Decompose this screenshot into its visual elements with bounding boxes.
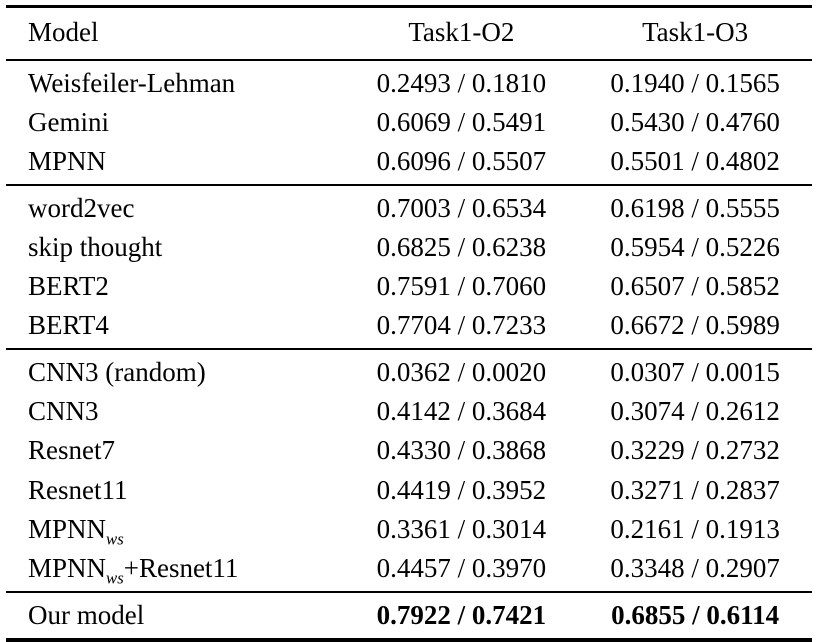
task1-o2-cell: 0.7922 / 0.7421 — [376, 599, 547, 630]
task1-o3-cell: 0.3271 / 0.2837 — [610, 474, 780, 505]
model-cell: BERT4 — [28, 310, 109, 341]
table-row: CNN3 0.4142 / 0.3684 0.3074 / 0.2612 — [6, 392, 812, 431]
task1-o2-cell: 0.4457 / 0.3970 — [376, 552, 547, 583]
table-row: BERT2 0.7591 / 0.7060 0.6507 / 0.5852 — [6, 267, 812, 306]
table-row: Our model 0.7922 / 0.7421 0.6855 / 0.6114 — [6, 592, 812, 640]
table-group-0: Weisfeiler-Lehman 0.2493 / 0.1810 0.1940 /… — [6, 60, 812, 185]
task1-o3-cell: 0.0307 / 0.0015 — [610, 357, 780, 388]
task1-o3-cell: 0.6855 / 0.6114 — [611, 599, 780, 630]
task1-o3-cell: 0.3229 / 0.2732 — [610, 435, 780, 466]
model-cell: Weisfeiler-Lehman — [28, 68, 236, 99]
model-cell: CNN3 (random) — [28, 357, 206, 388]
header-row: Model Task1-O2 Task1-O3 — [6, 6, 812, 62]
table-row: word2vec 0.7003 / 0.6534 0.6198 / 0.5555 — [6, 185, 812, 228]
table-row: Resnet7 0.4330 / 0.3868 0.3229 / 0.2732 — [6, 431, 812, 470]
task1-o2-cell: 0.4419 / 0.3952 — [376, 474, 547, 505]
table-row: MPNN 0.6096 / 0.5507 0.5501 / 0.4802 — [6, 142, 812, 185]
task1-o3-cell: 0.5954 / 0.5226 — [610, 232, 780, 263]
task1-o2-cell: 0.0362 / 0.0020 — [376, 357, 547, 388]
task1-o2-cell: 0.2493 / 0.1810 — [376, 68, 547, 99]
table-row: MPNNws 0.3361 / 0.3014 0.2161 / 0.1913 — [6, 510, 812, 549]
table-row: skip thought 0.6825 / 0.6238 0.5954 / 0.52… — [6, 228, 812, 267]
model-cell: MPNNws — [28, 513, 124, 548]
table-row: Resnet11 0.4419 / 0.3952 0.3271 / 0.2837 — [6, 471, 812, 510]
task1-o2-cell: 0.6825 / 0.6238 — [376, 232, 547, 263]
header-task1-o3: Task1-O3 — [578, 6, 812, 62]
table-row: MPNNws+Resnet11 0.4457 / 0.3970 0.3348 / 0… — [6, 549, 812, 592]
results-table: Model Task1-O2 Task1-O3 Weisfeiler-Lehma… — [6, 5, 812, 642]
model-cell: skip thought — [28, 232, 163, 263]
table-group-3: Our model 0.7922 / 0.7421 0.6855 / 0.6114 — [6, 591, 812, 640]
task1-o3-cell: 0.5430 / 0.4760 — [610, 107, 780, 138]
table-row: Gemini 0.6069 / 0.5491 0.5430 / 0.4760 — [6, 103, 812, 142]
table-row: BERT4 0.7704 / 0.7233 0.6672 / 0.5989 — [6, 306, 812, 349]
task1-o3-cell: 0.1940 / 0.1565 — [610, 68, 780, 99]
task1-o2-cell: 0.7591 / 0.7060 — [376, 271, 547, 302]
task1-o3-cell: 0.5501 / 0.4802 — [610, 146, 780, 177]
task1-o3-cell: 0.2161 / 0.1913 — [610, 513, 780, 544]
model-subscript: ws — [106, 528, 124, 548]
table-group-2: CNN3 (random) 0.0362 / 0.0020 0.0307 / 0.0… — [6, 349, 812, 591]
model-subscript: ws — [106, 568, 124, 587]
model-cell: BERT2 — [28, 271, 109, 302]
model-cell: Resnet7 — [28, 435, 115, 466]
task1-o3-cell: 0.6672 / 0.5989 — [610, 310, 780, 341]
model-cell: CNN3 — [28, 396, 99, 427]
task1-o3-cell: 0.3348 / 0.2907 — [610, 552, 780, 583]
task1-o3-cell: 0.6198 / 0.5555 — [610, 193, 780, 224]
model-cell: word2vec — [28, 193, 135, 224]
task1-o2-cell: 0.4142 / 0.3684 — [376, 396, 547, 427]
task1-o2-cell: 0.6096 / 0.5507 — [376, 146, 547, 177]
task1-o3-cell: 0.3074 / 0.2612 — [610, 396, 780, 427]
task1-o2-cell: 0.7003 / 0.6534 — [376, 193, 547, 224]
table-row: Weisfeiler-Lehman 0.2493 / 0.1810 0.1940 /… — [6, 60, 812, 103]
model-cell: Gemini — [28, 107, 109, 138]
task1-o2-cell: 0.4330 / 0.3868 — [376, 435, 547, 466]
model-cell: MPNN — [28, 146, 107, 177]
task1-o3-cell: 0.6507 / 0.5852 — [610, 271, 780, 302]
table-header: Model Task1-O2 Task1-O3 — [6, 6, 812, 62]
model-cell: Resnet11 — [28, 474, 128, 505]
task1-o2-cell: 0.6069 / 0.5491 — [376, 107, 547, 138]
table-row: CNN3 (random) 0.0362 / 0.0020 0.0307 / 0.0… — [6, 349, 812, 392]
task1-o2-cell: 0.3361 / 0.3014 — [376, 513, 547, 544]
header-model: Model — [6, 6, 345, 62]
model-cell: Our model — [28, 599, 145, 630]
model-cell: MPNNws+Resnet11 — [28, 552, 239, 587]
table-group-1: word2vec 0.7003 / 0.6534 0.6198 / 0.5555 sk… — [6, 185, 812, 349]
task1-o2-cell: 0.7704 / 0.7233 — [376, 310, 547, 341]
header-task1-o2: Task1-O2 — [344, 6, 579, 62]
